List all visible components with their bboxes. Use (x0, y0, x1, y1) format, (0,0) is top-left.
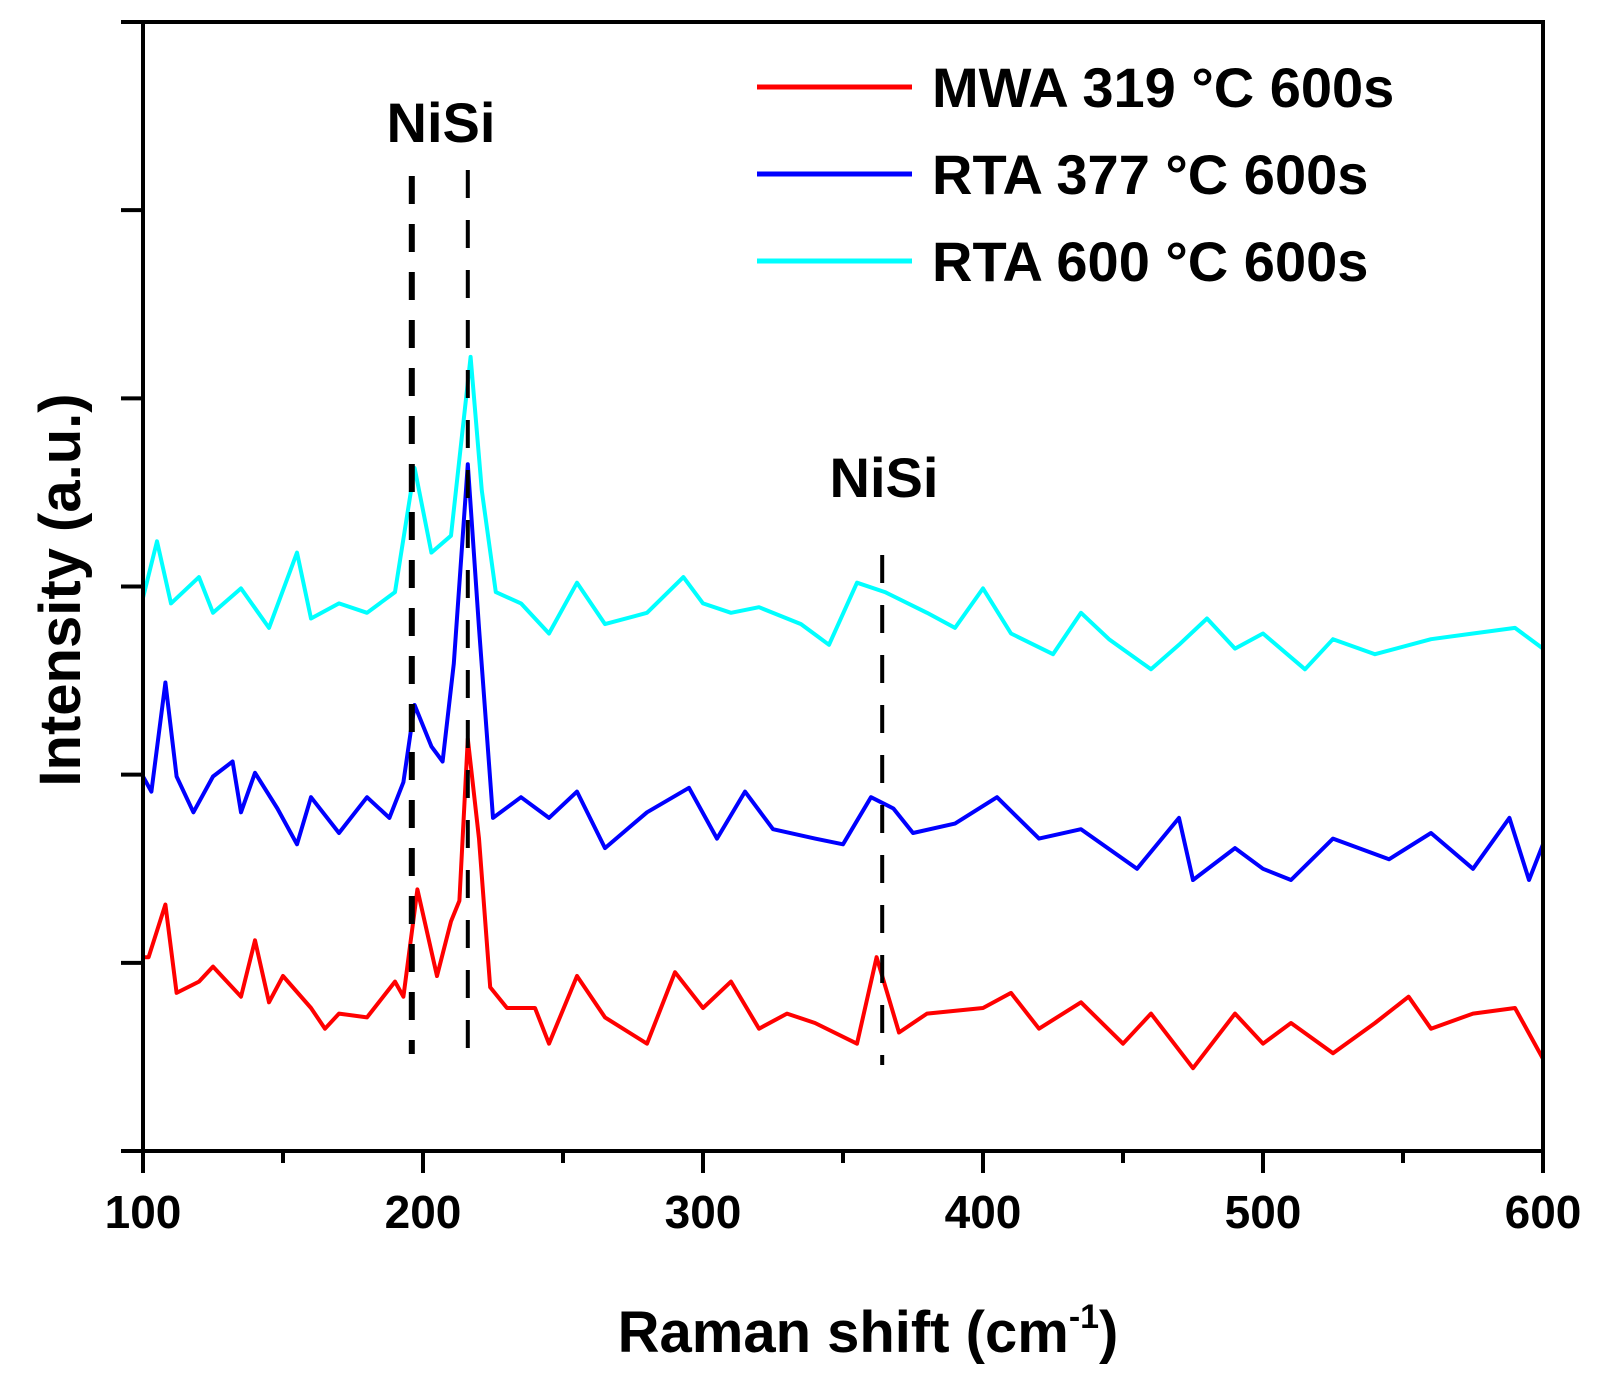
legend-label: RTA 600 °C 600s (932, 230, 1368, 293)
reference-lines (408, 170, 885, 1065)
legend: MWA 319 °C 600s RTA 377 °C 600s RTA 600 … (757, 56, 1394, 293)
annotation-nisi-2: NiSi (830, 446, 939, 509)
x-axis-title-close: ) (1099, 1300, 1118, 1365)
xtick-label: 500 (1225, 1186, 1302, 1238)
series-line-2 (141, 354, 1545, 672)
xtick-label: 200 (385, 1186, 462, 1238)
series-layer (141, 354, 1545, 1071)
legend-label: RTA 377 °C 600s (932, 143, 1368, 206)
xtick-label: 600 (1505, 1186, 1582, 1238)
ticks (121, 20, 1545, 1173)
x-axis-title-main: Raman shift (cm (618, 1300, 1069, 1365)
series-line-1 (141, 462, 1545, 882)
legend-label: MWA 319 °C 600s (932, 56, 1394, 119)
xtick-label: 300 (665, 1186, 742, 1238)
series-line-0 (143, 736, 1545, 1071)
annotation-nisi-1: NiSi (387, 91, 496, 154)
xtick-label: 400 (945, 1186, 1022, 1238)
y-axis-title: Intensity (a.u.) (28, 393, 93, 786)
xtick-label: 100 (105, 1186, 182, 1238)
x-axis-title-sup: -1 (1069, 1298, 1099, 1336)
x-axis-title: Raman shift (cm-1) (618, 1298, 1119, 1365)
